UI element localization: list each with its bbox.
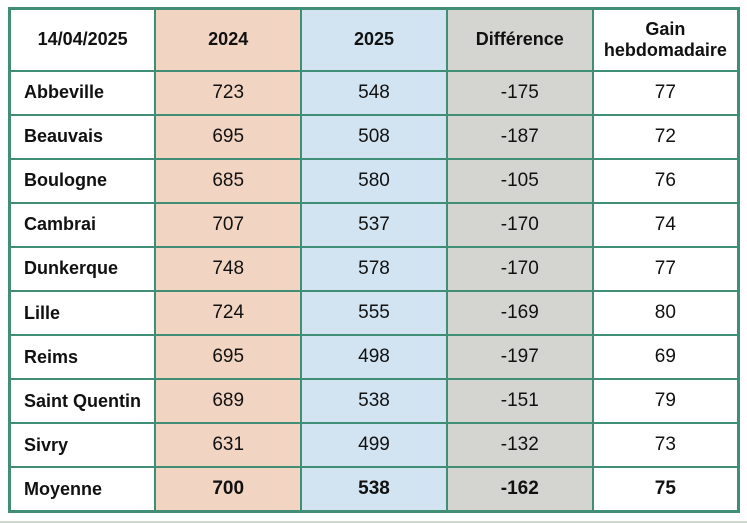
table-row: Beauvais 695 508 -187 72	[8, 113, 740, 160]
table-header: 14/04/2025 2024 2025 Différence Gain heb…	[8, 7, 740, 72]
cell-difference: -170	[445, 245, 594, 292]
cell-2025: 538	[300, 466, 448, 513]
cell-difference: -151	[445, 378, 594, 425]
cell-difference: -175	[445, 69, 594, 116]
cell-gain: 79	[591, 378, 740, 425]
bottom-edge-line	[0, 521, 747, 523]
cell-2024: 723	[154, 69, 303, 116]
cell-difference: -197	[445, 334, 594, 381]
cell-2024: 695	[154, 334, 303, 381]
cell-gain: 69	[591, 334, 740, 381]
cell-2024: 685	[154, 157, 303, 204]
cell-2024: 689	[154, 378, 303, 425]
cell-2025: 555	[300, 289, 448, 337]
table-row: Sivry 631 499 -132 73	[8, 422, 740, 469]
cell-gain: 73	[591, 422, 740, 469]
column-header-2025: 2025	[300, 7, 448, 72]
row-label: Saint Quentin	[8, 378, 157, 425]
table-row: Abbeville 723 548 -175 77	[8, 69, 740, 116]
cell-gain: 75	[591, 466, 740, 513]
cell-2025: 538	[300, 378, 448, 425]
row-label: Cambrai	[8, 201, 157, 248]
row-label: Lille	[8, 289, 157, 337]
table-row: Saint Quentin 689 538 -151 79	[8, 378, 740, 425]
table-row: Boulogne 685 580 -105 76	[8, 157, 740, 204]
cell-2025: 498	[300, 334, 448, 381]
row-label: Sivry	[8, 422, 157, 469]
table-row: Dunkerque 748 578 -170 77	[8, 245, 740, 292]
column-header-date: 14/04/2025	[8, 7, 157, 72]
cell-2024: 631	[154, 422, 303, 469]
cell-gain: 72	[591, 113, 740, 160]
cell-2025: 580	[300, 157, 448, 204]
row-label: Abbeville	[8, 69, 157, 116]
cell-difference: -187	[445, 113, 594, 160]
table-body: Abbeville 723 548 -175 77 Beauvais 695 508 -187 7…	[8, 69, 740, 513]
cell-difference: -169	[445, 289, 594, 337]
row-label: Beauvais	[8, 113, 157, 160]
cell-2025: 537	[300, 201, 448, 248]
row-label: Boulogne	[8, 157, 157, 204]
cell-difference: -132	[445, 422, 594, 469]
cell-difference: -105	[445, 157, 594, 204]
cell-gain: 74	[591, 201, 740, 248]
cell-gain: 80	[591, 289, 740, 337]
cell-2025: 508	[300, 113, 448, 160]
cell-2024: 724	[154, 289, 303, 337]
cell-2025: 499	[300, 422, 448, 469]
column-header-2024: 2024	[154, 7, 303, 72]
cell-gain: 76	[591, 157, 740, 204]
column-header-gain: Gain hebdomadaire	[591, 7, 740, 72]
table-row: Lille 724 555 -169 80	[8, 289, 740, 337]
cell-difference: -162	[445, 466, 594, 513]
cell-2024: 695	[154, 113, 303, 160]
row-label: Moyenne	[8, 466, 157, 513]
row-label: Dunkerque	[8, 245, 157, 292]
cell-gain: 77	[591, 69, 740, 116]
cell-gain: 77	[591, 245, 740, 292]
cell-2024: 700	[154, 466, 303, 513]
comparison-table: 14/04/2025 2024 2025 Différence Gain heb…	[8, 7, 740, 513]
table-row: Cambrai 707 537 -170 74	[8, 201, 740, 248]
row-label: Reims	[8, 334, 157, 381]
cell-2024: 748	[154, 245, 303, 292]
header-row: 14/04/2025 2024 2025 Différence Gain heb…	[8, 7, 740, 72]
cell-difference: -170	[445, 201, 594, 248]
table-row: Moyenne 700 538 -162 75	[8, 466, 740, 513]
table-row: Reims 695 498 -197 69	[8, 334, 740, 381]
cell-2024: 707	[154, 201, 303, 248]
cell-2025: 548	[300, 69, 448, 116]
cell-2025: 578	[300, 245, 448, 292]
column-header-difference: Différence	[445, 7, 594, 72]
